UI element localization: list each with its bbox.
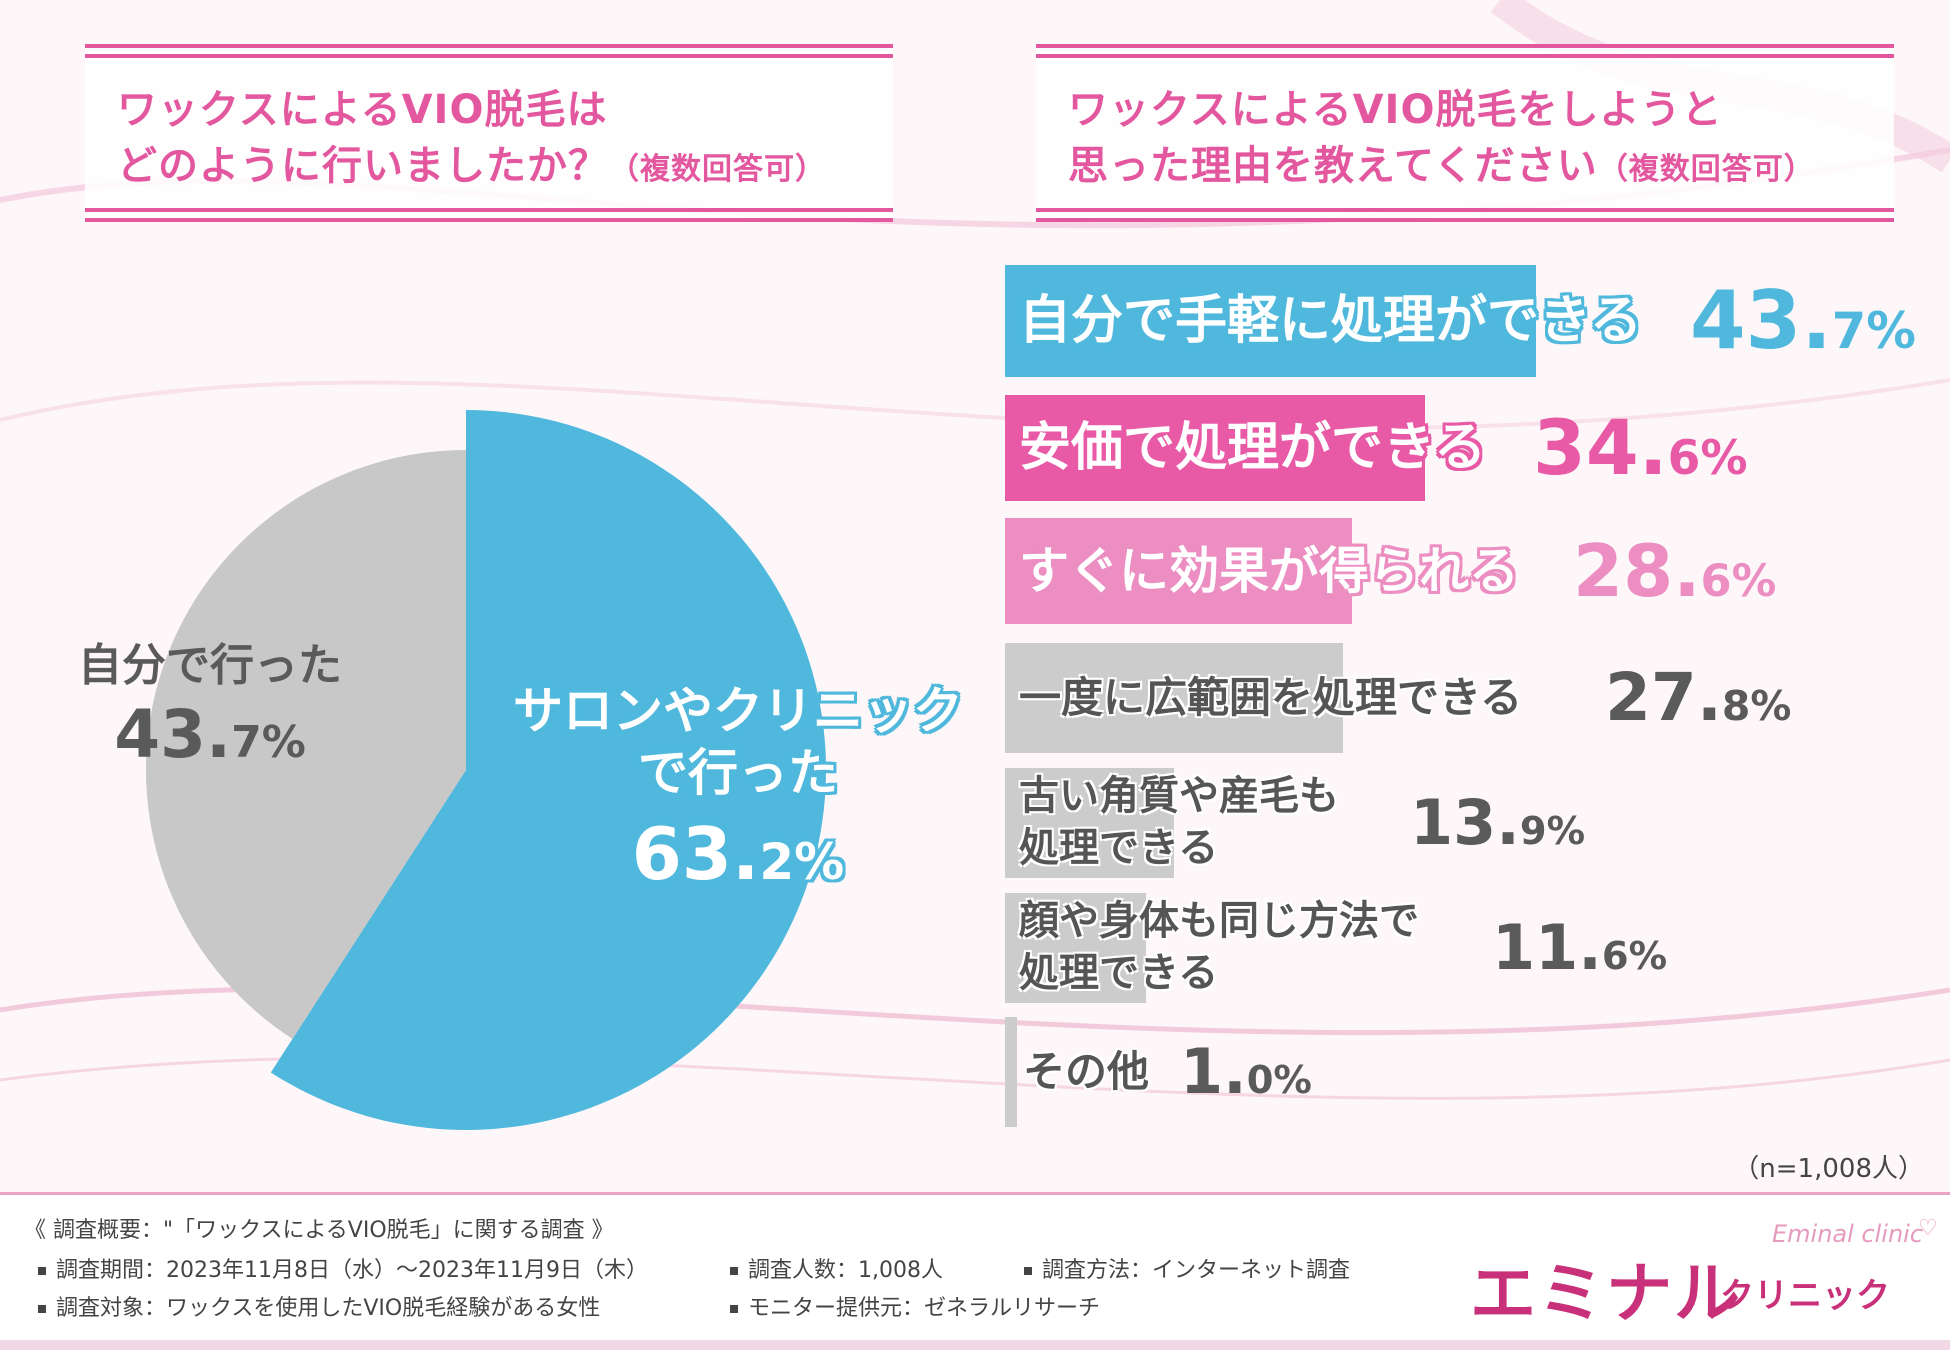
bar-fill xyxy=(1005,768,1174,878)
bar-value: 13.9% xyxy=(1410,785,1586,859)
bar-chart: 自分で手軽に処理ができる 43.7% 安価で処理ができる 34.6% すぐに効果が得られ… xyxy=(1005,265,1916,1127)
left-question-title: ワックスによるVIO脱毛は どのように行いましたか？（複数回答可） xyxy=(117,82,826,198)
bar-label: 古い角質や産毛も 処理できる xyxy=(1019,773,1339,871)
bar-value: 27.8% xyxy=(1605,659,1792,737)
bar-fill xyxy=(1005,265,1536,377)
bar-value: 1.0% xyxy=(1180,1034,1312,1108)
bar-label: すぐに効果が得られる xyxy=(1019,542,1519,600)
bar-row: その他 1.0% xyxy=(1005,1017,1905,1127)
bar-fill xyxy=(1005,643,1343,753)
bar-row: 自分で手軽に処理ができる 43.7% xyxy=(1005,265,1916,377)
bar-value: 43.7% xyxy=(1690,274,1916,367)
left-question-note: （複数回答可） xyxy=(609,152,826,187)
pie-label-salon-line2: で行った xyxy=(638,744,838,802)
pie-label-salon-pct: 63.2% xyxy=(631,812,845,896)
bar-fill xyxy=(1005,395,1426,501)
survey-period: 調査期間：2023年11月8日（水）～2023年11月9日（木） xyxy=(38,1252,648,1284)
right-question-line2: 思った理由を教えてください xyxy=(1068,143,1598,189)
bar-value: 28.6% xyxy=(1573,528,1777,613)
bar-label: 一度に広範囲を処理できる xyxy=(1019,673,1523,722)
survey-target: 調査対象：ワックスを使用したVIO脱毛経験がある女性 xyxy=(38,1290,600,1322)
bar-row: 古い角質や産毛も 処理できる 13.9% xyxy=(1005,768,1905,878)
right-question-line1: ワックスによるVIO脱毛をしようと xyxy=(1068,87,1723,133)
bar-value: 34.6% xyxy=(1533,403,1748,493)
pie-slice-salon-clinic xyxy=(270,410,827,1130)
survey-count: 調査人数：1,008人 xyxy=(730,1252,943,1284)
bar-fill xyxy=(1005,1017,1018,1127)
left-question-header: ワックスによるVIO脱毛は どのように行いましたか？（複数回答可） xyxy=(85,44,893,222)
right-question-header: ワックスによるVIO脱毛をしようと 思った理由を教えてください（複数回答可） xyxy=(1036,44,1894,222)
bar-value: 11.6% xyxy=(1492,910,1668,984)
heart-icon: ♡ xyxy=(1918,1216,1938,1241)
right-question-note: （複数回答可） xyxy=(1597,152,1815,187)
bar-row: 顔や身体も同じ方法で 処理できる 11.6% xyxy=(1005,893,1905,1003)
bar-label: 自分で手軽に処理ができる xyxy=(1019,291,1642,351)
bar-fill xyxy=(1005,893,1146,1003)
logo-main-text: エミナル xyxy=(1470,1255,1742,1332)
pie-chart-svg xyxy=(145,410,827,1130)
bar-row: 安価で処理ができる 34.6% xyxy=(1005,395,1905,501)
bar-label: 安価で処理ができる xyxy=(1019,418,1486,478)
bar-label: その他 xyxy=(1023,1047,1150,1096)
pie-label-self-text: 自分で行った xyxy=(78,640,342,691)
pie-label-self-pct: 43.7% xyxy=(114,696,306,773)
right-question-title: ワックスによるVIO脱毛をしようと 思った理由を教えてください（複数回答可） xyxy=(1068,82,1815,198)
survey-title: 《 調査概要："「ワックスによるVIO脱毛」に関する調査 》 xyxy=(24,1218,614,1243)
pie-label-salon: サロンやクリニック で行った 63.2% xyxy=(488,680,988,912)
logo-sub-text: クリニック xyxy=(1720,1276,1890,1316)
pie-slice-self xyxy=(145,450,466,1039)
pie-label-self: 自分で行った 43.7% xyxy=(60,640,360,786)
survey-method: 調査方法：インターネット調査 xyxy=(1024,1252,1350,1284)
bar-row: 一度に広範囲を処理できる 27.8% xyxy=(1005,643,1905,753)
eminal-clinic-logo: エミナル クリニック Eminal clinic ♡ xyxy=(1470,1210,1940,1340)
survey-provider: モニター提供元：ゼネラルリサーチ xyxy=(730,1290,1100,1322)
survey-footer: 《 調査概要："「ワックスによるVIO脱毛」に関する調査 》 調査期間：2023… xyxy=(0,1192,1950,1350)
bar-fill xyxy=(1005,518,1353,624)
left-question-line1: ワックスによるVIO脱毛は xyxy=(117,87,608,133)
bar-row: すぐに効果が得られる 28.6% xyxy=(1005,518,1905,624)
sample-size: （n=1,008人） xyxy=(1733,1154,1924,1184)
logo-english-text: Eminal clinic xyxy=(1772,1220,1924,1248)
pie-label-salon-line1: サロンやクリニック xyxy=(513,682,963,740)
bar-label: 顔や身体も同じ方法で 処理できる xyxy=(1019,898,1419,996)
left-question-line2: どのように行いましたか？ xyxy=(117,143,609,189)
pie-chart xyxy=(0,250,1000,1150)
